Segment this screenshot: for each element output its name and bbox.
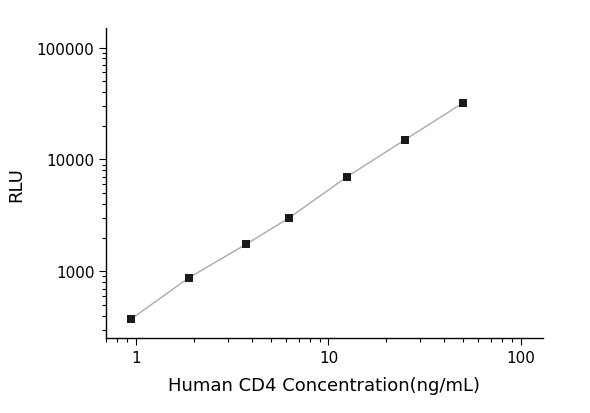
Y-axis label: RLU: RLU <box>8 166 25 201</box>
X-axis label: Human CD4 Concentration(ng/mL): Human CD4 Concentration(ng/mL) <box>169 377 480 394</box>
